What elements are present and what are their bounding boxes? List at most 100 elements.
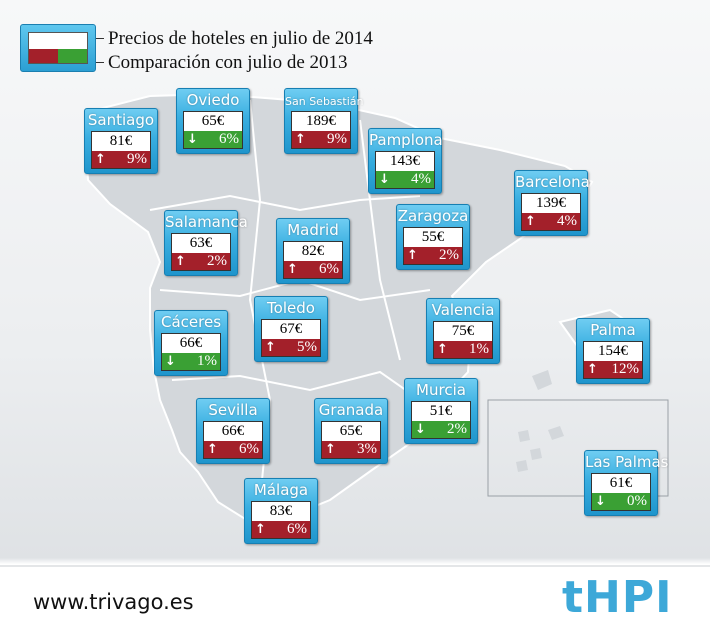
arrow-up-icon: ↑ [95,152,106,167]
canary-islands-frame [487,399,669,497]
change-percent: 6% [219,131,239,147]
city-name: Salamanca [165,213,248,231]
city-name: Valencia [431,301,495,319]
city-name: Las Palmas [585,453,669,471]
change-percent: 12% [611,361,640,377]
city-price: 65€ [339,423,363,439]
city-card: San Sebastián 189€ ↑ 9% [284,88,364,154]
price-change: ↑ 2% [404,247,462,264]
city-price: 55€ [421,229,445,245]
change-percent: 0% [627,493,647,509]
city-name: Barcelona [515,173,590,191]
arrow-down-icon: ↓ [187,132,198,147]
city-card: Las Palmas 61€ ↓ 0% [584,450,669,516]
thpi-logo: tHPI [562,572,673,623]
change-percent: 2% [439,247,459,263]
arrow-up-icon: ↑ [525,214,536,229]
price-box: 83€ ↑ 6% [251,501,311,539]
legend-connector [96,62,104,63]
arrow-up-icon: ↑ [175,254,186,269]
change-percent: 1% [469,341,489,357]
price-change: ↑ 12% [584,361,642,378]
city-card: Toledo 67€ ↑ 5% [254,296,328,362]
arrow-down-icon: ↓ [165,354,176,369]
change-percent: 1% [197,353,217,369]
city-name: San Sebastián [285,95,364,108]
arrow-up-icon: ↑ [255,522,266,537]
change-percent: 6% [319,261,339,277]
city-card: Madrid 82€ ↑ 6% [276,218,350,284]
legend-sample-box [28,32,88,64]
price-box: 154€ ↑ 12% [583,341,643,379]
price-box: 66€ ↓ 1% [161,333,221,371]
city-name: Granada [318,401,384,419]
price-box: 75€ ↑ 1% [433,321,493,359]
arrow-down-icon: ↓ [379,172,390,187]
city-name: Murcia [416,381,466,399]
region-border [359,119,401,361]
island [518,430,530,442]
city-card: Salamanca 63€ ↑ 2% [164,210,248,276]
city-price: 67€ [279,321,303,337]
city-price: 61€ [609,475,633,491]
city-price: 154€ [598,343,628,359]
price-change: ↓ 4% [376,171,434,188]
city-price: 82€ [301,243,325,259]
change-percent: 4% [557,213,577,229]
city-name: Zaragoza [397,207,469,225]
city-price: 51€ [429,403,453,419]
price-change: ↑ 3% [322,441,380,458]
change-percent: 6% [239,441,259,457]
arrow-up-icon: ↑ [407,248,418,263]
city-price: 139€ [536,195,566,211]
footer-url: www.trivago.es [33,590,194,614]
city-name: Palma [590,321,636,339]
price-change: ↓ 6% [184,131,242,148]
city-price: 66€ [179,335,203,351]
city-name: Santiago [87,111,155,129]
city-card: Granada 65€ ↑ 3% [314,398,388,464]
canary-island [530,448,542,460]
arrow-down-icon: ↓ [595,494,606,509]
price-change: ↑ 6% [252,521,310,538]
city-price: 143€ [390,153,420,169]
arrow-down-icon: ↓ [415,422,426,437]
price-box: 66€ ↑ 6% [203,421,263,459]
city-card: Oviedo 65€ ↓ 6% [176,88,250,154]
price-box: 55€ ↑ 2% [403,227,463,265]
price-box: 65€ ↓ 6% [183,111,243,149]
city-card: Cáceres 66€ ↓ 1% [154,310,228,376]
change-percent: 2% [207,253,227,269]
price-box: 81€ ↑ 9% [91,131,151,169]
change-percent: 5% [297,339,317,355]
city-price: 83€ [269,503,293,519]
price-change: ↑ 1% [434,341,492,358]
change-percent: 9% [127,151,147,167]
city-card: Zaragoza 55€ ↑ 2% [396,204,470,270]
price-change: ↓ 0% [592,493,650,510]
city-card: Pamplona 143€ ↓ 4% [368,128,443,194]
arrow-up-icon: ↑ [587,362,598,377]
arrow-up-icon: ↑ [287,262,298,277]
city-price: 81€ [109,133,133,149]
city-card: Barcelona 139€ ↑ 4% [514,170,590,236]
city-name: Madrid [287,221,339,239]
price-change: ↑ 6% [284,261,342,278]
region-border [149,194,421,212]
legend-comparison-label: Comparación con julio de 2013 [108,52,348,73]
price-box: 63€ ↑ 2% [171,233,231,271]
arrow-up-icon: ↑ [437,342,448,357]
price-change: ↑ 4% [522,213,580,230]
canary-island [548,426,564,440]
change-percent: 4% [411,171,431,187]
ibiza-island [532,370,552,390]
price-change: ↑ 2% [172,253,230,270]
city-card: Santiago 81€ ↑ 9% [84,108,158,174]
price-box: 61€ ↓ 0% [591,473,651,511]
price-box: 51€ ↓ 2% [411,401,471,439]
city-price: 65€ [201,113,225,129]
legend-sample-card [20,24,96,72]
region-border [171,370,421,401]
change-percent: 9% [327,131,347,147]
